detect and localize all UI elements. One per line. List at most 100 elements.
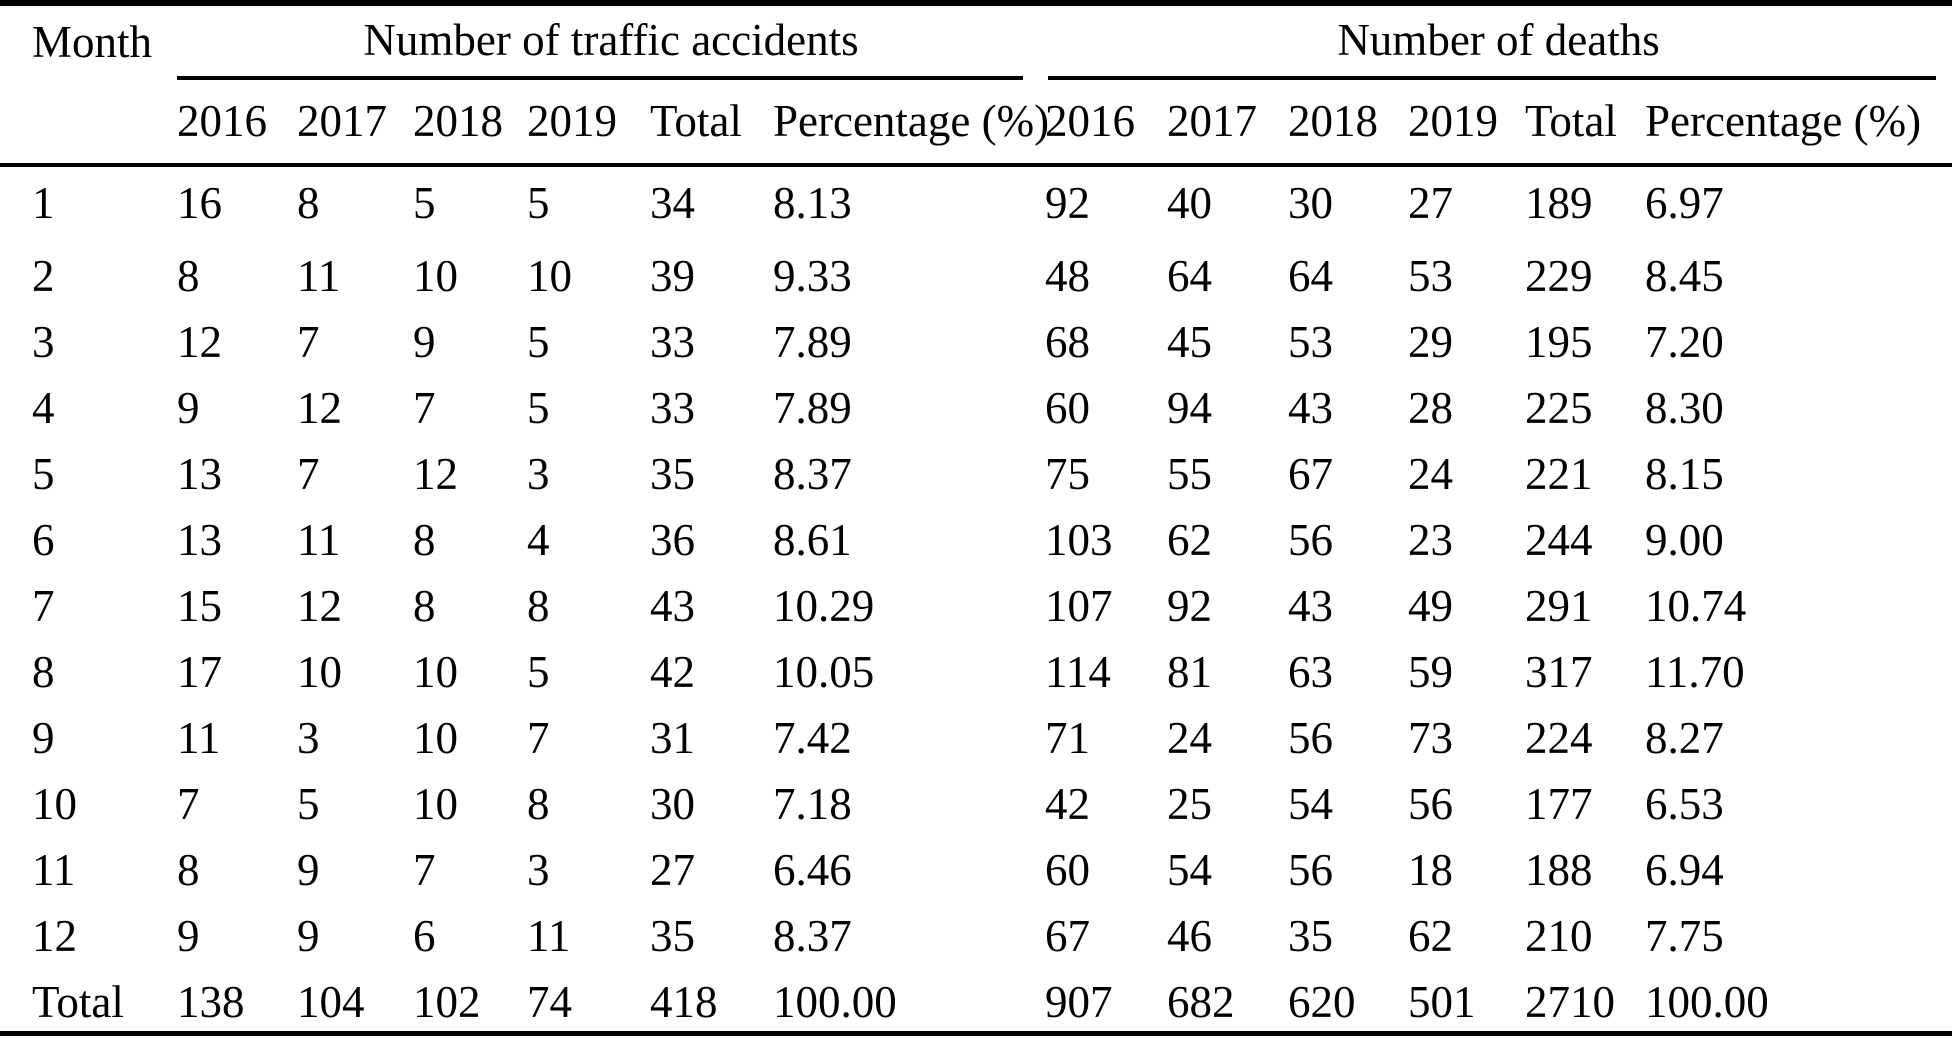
value-cell: 7.20 <box>1645 316 1724 367</box>
value-cell: 7 <box>177 778 200 829</box>
value-cell: 34 <box>650 177 695 228</box>
value-cell: 12 <box>297 580 342 631</box>
value-cell: 8.37 <box>773 910 852 961</box>
value-cell: 8.30 <box>1645 382 1724 433</box>
value-cell: 56 <box>1288 844 1334 895</box>
value-cell: 35 <box>650 448 695 499</box>
value-cell: 5 <box>527 316 550 367</box>
value-cell: 40 <box>1167 177 1213 228</box>
value-cell: 67 <box>1045 910 1091 961</box>
value-cell: 138 <box>177 976 245 1027</box>
value-cell: 42 <box>1045 778 1091 829</box>
value-cell: 907 <box>1045 976 1113 1027</box>
value-cell: 7 <box>527 712 550 763</box>
value-cell: 35 <box>650 910 695 961</box>
value-cell: 49 <box>1408 580 1454 631</box>
value-cell: 10 <box>413 250 458 301</box>
value-cell: 62 <box>1167 514 1213 565</box>
value-cell: 8 <box>413 514 436 565</box>
value-cell: 46 <box>1167 910 1213 961</box>
value-cell: 27 <box>650 844 695 895</box>
table-top-rule <box>0 0 1952 6</box>
value-cell: 10 <box>297 646 342 697</box>
accidents-col-2017: 2017 <box>297 96 387 146</box>
deaths-group-rule <box>1048 76 1936 80</box>
value-cell: 13 <box>177 448 222 499</box>
value-cell: 7.89 <box>773 316 852 367</box>
value-cell: 43 <box>650 580 695 631</box>
value-cell: 100.00 <box>1645 976 1769 1027</box>
value-cell: 5 <box>297 778 320 829</box>
month-cell: 1 <box>32 177 55 228</box>
value-cell: 6.46 <box>773 844 852 895</box>
table-row: 9 11 3 10 7 31 7.42 71 24 56 73 224 8.27 <box>0 705 1952 771</box>
value-cell: 33 <box>650 382 695 433</box>
value-cell: 114 <box>1045 646 1111 697</box>
month-cell: 5 <box>32 448 55 499</box>
month-cell: 12 <box>32 910 77 961</box>
value-cell: 9 <box>177 382 200 433</box>
value-cell: 7 <box>297 316 320 367</box>
value-cell: 43 <box>1288 382 1334 433</box>
value-cell: 8.13 <box>773 177 852 228</box>
accidents-col-percentage: Percentage (%) <box>773 96 1050 146</box>
value-cell: 5 <box>527 646 550 697</box>
value-cell: 24 <box>1167 712 1213 763</box>
table-row: 3 12 7 9 5 33 7.89 68 45 53 29 195 7.20 <box>0 309 1952 375</box>
value-cell: 195 <box>1525 316 1593 367</box>
value-cell: 3 <box>527 844 550 895</box>
value-cell: 501 <box>1408 976 1476 1027</box>
value-cell: 29 <box>1408 316 1454 367</box>
value-cell: 68 <box>1045 316 1091 367</box>
deaths-col-2019: 2019 <box>1408 96 1499 146</box>
table-row: 1 16 8 5 5 34 8.13 92 40 30 27 189 6.97 <box>0 163 1952 243</box>
month-column-header: Month <box>32 17 153 67</box>
accidents-group-title: Number of traffic accidents <box>363 14 859 65</box>
value-cell: 8.15 <box>1645 448 1724 499</box>
value-cell: 188 <box>1525 844 1593 895</box>
table-header: Month Number of traffic accidents Number… <box>0 0 1952 163</box>
value-cell: 56 <box>1408 778 1454 829</box>
value-cell: 8 <box>297 177 320 228</box>
value-cell: 12 <box>177 316 222 367</box>
value-cell: 81 <box>1167 646 1213 697</box>
value-cell: 16 <box>177 177 222 228</box>
value-cell: 55 <box>1167 448 1213 499</box>
value-cell: 11.70 <box>1645 646 1745 697</box>
value-cell: 53 <box>1408 250 1454 301</box>
month-cell: 11 <box>32 844 76 895</box>
value-cell: 11 <box>297 250 341 301</box>
value-cell: 177 <box>1525 778 1593 829</box>
value-cell: 73 <box>1408 712 1454 763</box>
table-row: 4 9 12 7 5 33 7.89 60 94 43 28 225 8.30 <box>0 375 1952 441</box>
month-cell: 9 <box>32 712 55 763</box>
deaths-col-2017: 2017 <box>1167 96 1258 146</box>
value-cell: 18 <box>1408 844 1454 895</box>
value-cell: 10 <box>413 646 458 697</box>
table-row: 5 13 7 12 3 35 8.37 75 55 67 24 221 8.15 <box>0 441 1952 507</box>
value-cell: 11 <box>177 712 221 763</box>
month-cell: 7 <box>32 580 55 631</box>
value-cell: 418 <box>650 976 718 1027</box>
value-cell: 8 <box>527 778 550 829</box>
value-cell: 45 <box>1167 316 1213 367</box>
value-cell: 9 <box>177 910 200 961</box>
value-cell: 8 <box>177 844 200 895</box>
deaths-col-percentage: Percentage (%) <box>1645 96 1922 146</box>
accidents-col-2018: 2018 <box>413 96 503 146</box>
value-cell: 12 <box>297 382 342 433</box>
table-row: 7 15 12 8 8 43 10.29 107 92 43 49 291 10.74 <box>0 573 1952 639</box>
value-cell: 229 <box>1525 250 1593 301</box>
value-cell: 9 <box>413 316 436 367</box>
value-cell: 4 <box>527 514 550 565</box>
accidents-group-rule <box>177 76 1023 80</box>
value-cell: 92 <box>1045 177 1091 228</box>
group-header-row: Month Number of traffic accidents Number… <box>0 0 1952 80</box>
month-cell: 8 <box>32 646 55 697</box>
value-cell: 7 <box>297 448 320 499</box>
value-cell: 75 <box>1045 448 1091 499</box>
value-cell: 10.05 <box>773 646 875 697</box>
value-cell: 23 <box>1408 514 1454 565</box>
value-cell: 10 <box>413 712 458 763</box>
